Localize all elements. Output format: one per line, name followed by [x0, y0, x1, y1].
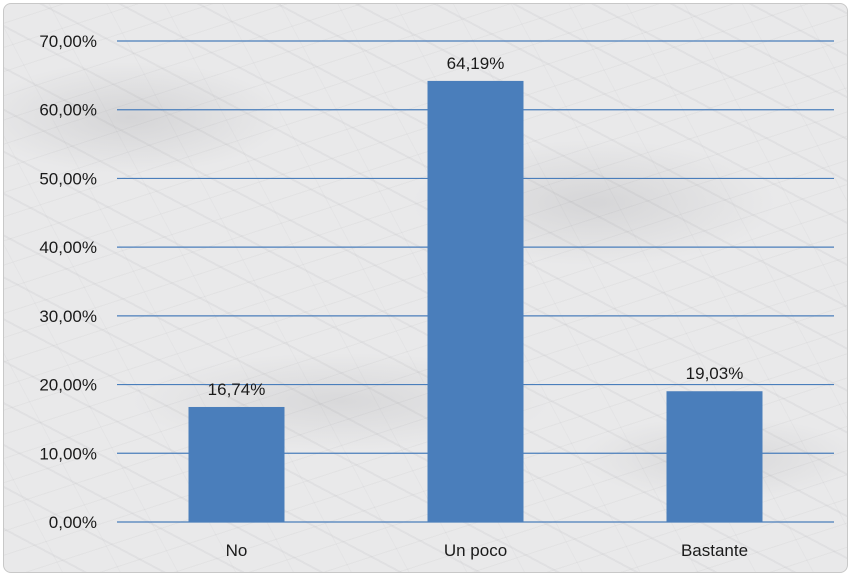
- y-tick-label: 50,00%: [39, 169, 97, 188]
- category-label: No: [226, 541, 248, 560]
- data-label: 16,74%: [208, 380, 266, 399]
- y-tick-label: 40,00%: [39, 238, 97, 257]
- bars: [188, 80, 763, 522]
- bar-no: [188, 406, 285, 522]
- bar-un-poco: [427, 80, 524, 522]
- x-axis-category-labels: No Un poco Bastante: [226, 541, 748, 560]
- bar-chart: 0,00% 10,00% 20,00% 30,00% 40,00% 50,00% 60,00…: [39, 32, 834, 560]
- data-label: 19,03%: [686, 364, 744, 383]
- y-tick-label: 70,00%: [39, 32, 97, 51]
- category-label: Bastante: [681, 541, 748, 560]
- category-label: Un poco: [444, 541, 507, 560]
- y-tick-label: 10,00%: [39, 444, 97, 463]
- data-labels: 16,74% 64,19% 19,03%: [208, 54, 744, 399]
- y-tick-label: 20,00%: [39, 376, 97, 395]
- y-tick-label: 60,00%: [39, 101, 97, 120]
- bar-bastante: [666, 391, 763, 522]
- chart-frame: 0,00% 10,00% 20,00% 30,00% 40,00% 50,00% 60,00…: [3, 3, 848, 573]
- data-label: 64,19%: [447, 54, 505, 73]
- y-tick-label: 0,00%: [49, 513, 97, 532]
- y-tick-label: 30,00%: [39, 307, 97, 326]
- y-axis-tick-labels: 0,00% 10,00% 20,00% 30,00% 40,00% 50,00% 60,00…: [39, 32, 97, 532]
